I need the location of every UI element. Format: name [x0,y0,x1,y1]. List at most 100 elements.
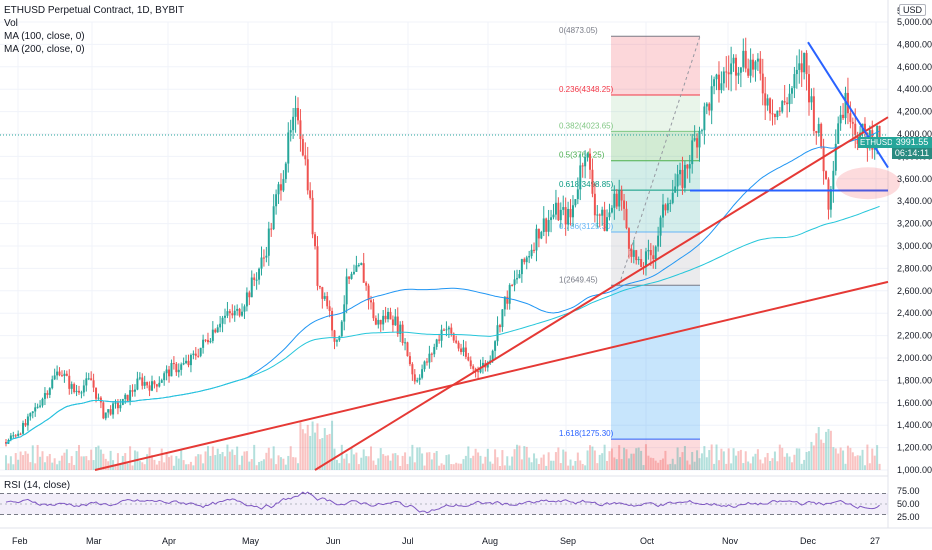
candle-body [786,102,789,105]
candle-body [158,382,161,387]
candle-body [328,306,331,311]
candle-body [180,364,183,370]
candle-body [825,171,828,180]
candle-body [467,356,470,361]
volume-bar [827,429,830,470]
candle-body [292,116,295,131]
volume-bar [516,444,518,470]
candle-body [803,52,806,73]
volume-bar [5,455,7,470]
rsi-tick-label: 50.00 [897,499,920,509]
candle-body [294,107,297,117]
volume-bar [107,461,110,470]
candle-body [12,435,15,437]
candle-body [817,123,820,133]
candle-body [348,276,351,279]
volume-bar [739,449,742,470]
x-tick-label: Sep [560,536,576,546]
volume-bar [294,457,297,470]
candle-body [163,373,166,381]
candle-body [513,279,516,286]
volume-bar [129,446,132,470]
trendline-upper [314,116,889,471]
volume-bar [676,447,679,470]
volume-bar [214,455,217,470]
candle-body [202,339,205,348]
candle-body [564,207,567,225]
volume-bar [659,459,662,470]
volume-bar [245,451,248,470]
candle-body [771,113,774,115]
volume-bar [810,441,813,470]
volume-bar [90,449,93,470]
volume-bar [379,448,382,470]
volume-bar [647,455,650,470]
candle-body [710,86,713,111]
candle-body [279,184,282,191]
volume-bar [503,465,506,470]
candle-body [725,71,728,73]
volume-bar [481,463,484,470]
volume-bar [567,465,570,470]
candle-body [601,209,604,216]
volume-bar [489,461,492,470]
volume-bar [844,463,847,470]
volume-bar [691,451,694,470]
volume-bar [109,450,112,470]
volume-bar [671,458,674,470]
fib-level-label: 0.236(4348.25) [559,85,614,94]
candle-body [525,257,528,263]
volume-bar [715,444,718,470]
currency-button[interactable]: USD [898,4,926,16]
volume-bar [318,439,321,470]
candle-body [822,146,825,172]
candle-body [333,330,336,342]
volume-bar [350,447,353,470]
volume-bar [387,455,390,470]
candle-body [766,98,769,106]
candle-body [708,103,711,111]
volume-bar [14,453,17,470]
candle-body [752,59,755,70]
candle-body [754,61,757,70]
y-tick-label: 3,600.00 [897,174,932,184]
volume-bar [182,460,185,470]
candle-body [206,339,209,343]
volume-bar [396,455,399,470]
volume-bar [642,465,645,470]
candle-body [494,341,497,351]
candle-body [540,232,543,239]
volume-bar [630,453,633,470]
volume-bar [316,423,319,470]
candle-body [109,409,112,415]
volume-bar [68,463,71,470]
volume-bar [155,464,158,470]
volume-bar [255,465,258,470]
volume-bar [372,460,375,470]
volume-bar [365,456,368,470]
candle-body [744,50,747,69]
candle-body [632,250,635,257]
volume-bar [340,444,343,470]
candle-body [496,325,499,342]
candle-body [19,433,22,435]
candle-body [357,264,360,266]
volume-bar [335,459,338,470]
volume-bar [640,450,643,470]
candle-body [85,378,88,386]
candle-body [146,382,149,386]
volume-bar [131,465,134,470]
candle-body [640,259,643,267]
volume-bar [608,451,611,470]
volume-bar [36,444,39,470]
candle-body [662,204,664,218]
trendline-lower [94,280,889,471]
volume-bar [620,459,623,470]
candle-body [477,371,480,373]
volume-bar [700,453,703,470]
volume-bar [778,444,781,470]
candle-body [168,369,171,377]
volume-bar [158,460,161,470]
volume-bar [815,433,818,470]
